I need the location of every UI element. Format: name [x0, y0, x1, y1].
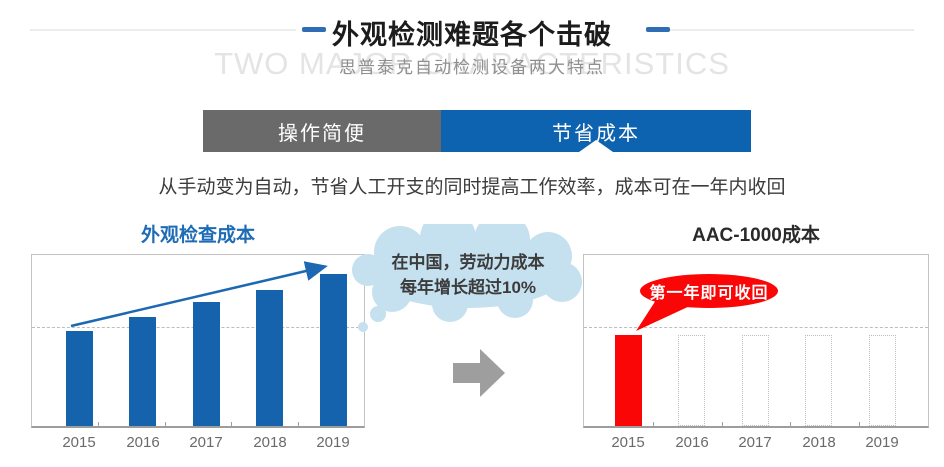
bar	[320, 274, 347, 426]
header-divider-right	[650, 29, 914, 31]
bar	[256, 290, 283, 426]
right-chart-title: AAC-1000成本	[692, 225, 820, 246]
aac1000-cost-plot	[583, 254, 929, 428]
gridline	[584, 327, 928, 328]
bar	[615, 335, 642, 426]
axis-tick	[722, 422, 723, 426]
bar	[129, 317, 156, 426]
arrow-right-icon	[453, 349, 505, 397]
tab-cost-saving[interactable]: 节省成本	[441, 110, 751, 152]
left-chart-title: 外观检查成本	[140, 225, 255, 246]
axis-tick	[231, 422, 232, 426]
tab-cost-saving-label: 节省成本	[552, 122, 640, 145]
active-tab-notch	[579, 140, 613, 152]
x-axis-label: 2018	[253, 434, 287, 451]
x-axis-label: 2019	[865, 434, 899, 451]
cloud-bubble-icon	[352, 224, 582, 332]
x-axis-label: 2017	[738, 434, 772, 451]
bar-placeholder	[678, 335, 705, 426]
inspection-cost-plot	[31, 254, 365, 428]
title-dash-icon	[302, 27, 326, 32]
tab-easy-operation-label: 操作简便	[278, 122, 366, 145]
cloud-callout-text: 在中国，劳动力成本 每年增长超过10%	[355, 250, 581, 300]
aac1000-cost-xlabels: 2015 2016 2017 2018 2019	[584, 434, 928, 452]
axis-tick	[859, 422, 860, 426]
tab-easy-operation[interactable]: 操作简便	[203, 110, 441, 152]
bar-placeholder	[742, 335, 769, 426]
bar	[193, 302, 220, 426]
inspection-cost-xlabels: 2015 2016 2017 2018 2019	[32, 434, 364, 452]
header-divider-left	[30, 29, 296, 31]
page-title: 外观检测难题各个击破	[332, 20, 612, 50]
subtitle-watermark: TWO MAJOR CHARACTERISTICS	[214, 46, 730, 81]
axis-tick	[653, 422, 654, 426]
cloud-line-1: 在中国，劳动力成本	[391, 253, 545, 272]
bar	[66, 331, 93, 426]
axis-tick	[790, 422, 791, 426]
axis-tick	[165, 422, 166, 426]
x-axis-label: 2016	[675, 434, 709, 451]
payback-bubble-label: 第一年即可收回	[649, 285, 769, 302]
description-text: 从手动变为自动，节省人工开支的同时提高工作效率，成本可在一年内收回	[158, 177, 786, 198]
x-axis-label: 2015	[62, 434, 96, 451]
payback-bubble: 第一年即可收回	[640, 274, 778, 308]
title-dash-icon	[646, 27, 670, 32]
cloud-line-2: 每年增长超过10%	[399, 278, 537, 297]
x-axis-label: 2018	[802, 434, 836, 451]
axis-tick	[298, 422, 299, 426]
bar-placeholder	[869, 335, 896, 426]
x-axis-label: 2015	[611, 434, 645, 451]
axis-tick	[98, 422, 99, 426]
x-axis-label: 2017	[189, 434, 223, 451]
subtitle: 思普泰克自动检测设备两大特点	[339, 58, 605, 77]
bar-placeholder	[805, 335, 832, 426]
x-axis-label: 2016	[126, 434, 160, 451]
x-axis-label: 2019	[316, 434, 350, 451]
